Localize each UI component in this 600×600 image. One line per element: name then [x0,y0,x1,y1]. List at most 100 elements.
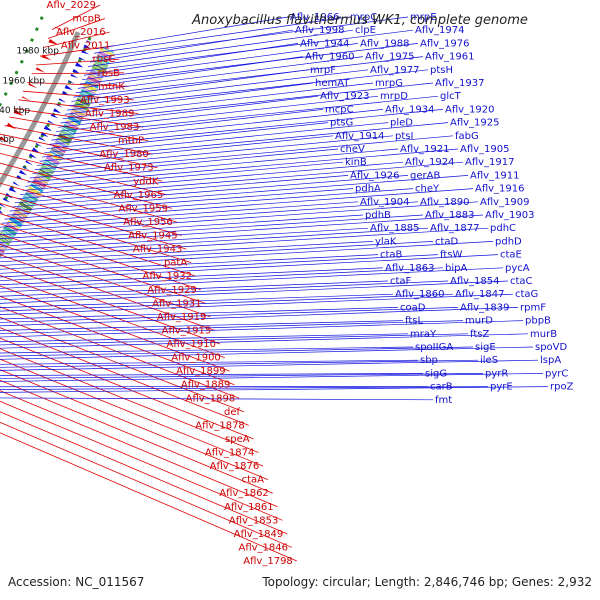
reverse-leader-line [19,161,404,195]
reverse-gene-arrow [0,203,7,209]
forward-gene-label: Aflv_1956 [123,217,173,228]
reverse-gene-label: fabG [455,131,479,142]
reverse-leader-line [83,43,299,76]
reverse-leader-line [0,320,464,335]
forward-leader-line [0,264,221,345]
reverse-gene-arrow [8,186,17,193]
reverse-leader-line [0,241,374,263]
reverse-leader-line [79,43,419,85]
reverse-gene-arrow [78,56,87,61]
reverse-leader-line [0,359,479,368]
reverse-leader-line [0,373,484,379]
forward-leader-line [0,337,254,440]
forward-gene-label: Aflv_1798 [243,556,293,567]
reverse-leader-line [0,241,434,266]
forward-gene-label: Aflv_1965 [114,190,164,201]
forward-gene-label: Aflv_2029 [46,0,96,11]
reverse-gene-label: rpmF [520,302,546,313]
reverse-leader-line [95,16,289,50]
reverse-gene-arrow [47,120,56,125]
reverse-gene-label: Aflv_1917 [465,157,515,168]
reverse-gene-label: fmt [435,395,452,406]
reverse-gene-label: Aflv_1977 [370,65,420,76]
forward-leader-line [0,411,288,535]
reverse-gene-label: pdhA [355,184,381,195]
reverse-leader-line [0,373,544,382]
reverse-gene-label: Aflv_1960 [305,52,355,63]
forward-gene-label: Aflv_1889 [181,380,231,391]
reverse-gene-label: Aflv_1920 [445,104,495,115]
reverse-gene-arrow [0,210,4,214]
forward-gene-label: Aflv_2011 [61,41,111,52]
forward-leader-line [0,275,225,358]
forward-gene-label: Aflv_1932 [142,271,192,282]
forward-gene-label: Aflv_1878 [195,420,245,431]
gc-feature-block [36,173,50,182]
forward-gene-arrow [48,39,59,45]
gc-feature-block [57,132,73,144]
reverse-gene-label: Aflv_1924 [405,157,455,168]
reverse-gene-label: Aflv_1904 [360,197,410,208]
reverse-gene-label: spoVD [535,342,568,353]
reverse-gene-label: sigG [425,368,447,379]
reverse-leader-line [0,254,499,282]
forward-leader-line [4,125,153,155]
gc-feature-block [31,181,45,190]
reverse-gene-label: ctaB [380,250,403,261]
reverse-gene-labels: Aflv_1966 mrpC mrpE Aflv_1998 clpE Aflv_1974 A… [290,12,574,406]
reverse-gene-label: Aflv_1925 [450,118,500,129]
reverse-leader-line [77,56,304,89]
reverse-gene-arrow [70,73,79,79]
reverse-gene-label: mrpG [375,78,403,89]
reverse-gene-label: Aflv_1975 [365,52,415,63]
reverse-leader-line [0,227,429,255]
reverse-gene-label: Aflv_1966 [290,12,340,23]
reverse-gene-label: Aflv_1926 [350,170,400,181]
gc-feature-block [99,48,114,56]
reverse-gene-label: glcT [440,91,462,102]
reverse-gene-arrow [67,80,76,85]
forward-leader-line [0,162,173,209]
reverse-leader-line [41,122,389,158]
reverse-leader-line [44,122,329,154]
reverse-gene-arrow [86,40,94,44]
reverse-gene-label: murB [530,329,557,340]
reverse-gene-label: Aflv_1890 [420,197,470,208]
gc-feature-block [91,65,106,75]
forward-leader-line [0,316,245,413]
reverse-leader-line [9,175,469,212]
reverse-gene-arrow [64,84,73,91]
reverse-gene-label: Aflv_1923 [320,91,370,102]
forward-gene-label: Aflv_1900 [171,353,221,364]
reverse-gene-label: Aflv_1944 [300,38,350,49]
reverse-gene-label: Aflv_1854 [450,276,500,287]
reverse-gene-arrow [72,68,81,74]
reverse-leader-line [0,241,494,270]
reverse-leader-line [55,95,379,132]
forward-leader-line [0,152,168,196]
gc-feature-block [100,46,115,54]
forward-leader-line [0,233,206,304]
reverse-gene-arrow [38,136,47,142]
forward-gene-label: mtnK [98,81,125,92]
reverse-gene-label: Aflv_1911 [470,170,520,181]
reverse-leader-line [0,346,474,357]
forward-leader-line [0,379,273,494]
reverse-gene-label: pdhB [365,210,391,221]
reverse-gene-label: ptsH [430,65,453,76]
reverse-gene-label: ylaK [375,236,397,247]
reverse-leader-line [0,293,394,308]
gc-feature-block [0,237,10,246]
reverse-gene-label: Aflv_1885 [370,223,420,234]
reverse-gene-label: mrpC [350,12,377,23]
forward-gene-label: Aflv_1931 [152,298,202,309]
reverse-gene-label: Aflv_1988 [360,38,410,49]
forward-gene-label: Aflv_1983 [90,122,140,133]
forward-gene-label: Aflv_1899 [176,366,226,377]
forward-gene-arrow [13,109,24,116]
gc-feature-block [64,120,79,130]
reverse-leader-line [0,346,414,354]
gc-feature-block [98,50,113,60]
reverse-gene-arrow [43,125,52,131]
reverse-leader-line [0,397,434,401]
